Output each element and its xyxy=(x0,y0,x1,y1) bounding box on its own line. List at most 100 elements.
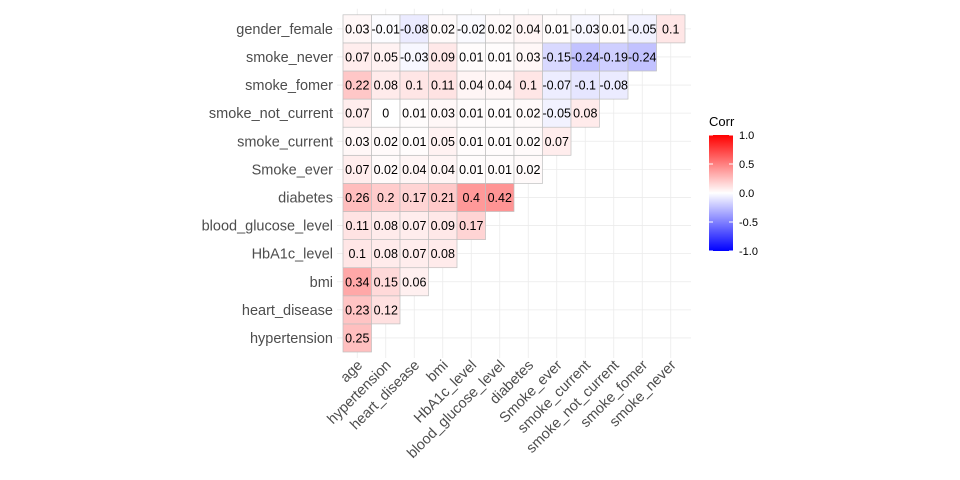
cell-value-label: 0.1 xyxy=(349,247,366,261)
heatmap-cell xyxy=(342,70,372,100)
cell-value-label: 0.4 xyxy=(463,191,480,205)
heatmap-cell xyxy=(570,42,600,72)
y-tick-label: Smoke_ever xyxy=(252,162,334,178)
heatmap-cell xyxy=(485,70,515,100)
heatmap-cell xyxy=(513,14,543,44)
cell-value-label: 0.1 xyxy=(406,79,423,93)
cell-value-label: -0.08 xyxy=(400,22,429,36)
heatmap-cell xyxy=(656,14,686,44)
heatmap-cell xyxy=(456,14,486,44)
heatmap-cell xyxy=(570,14,600,44)
cell-value-label: 0.07 xyxy=(345,50,369,64)
cell-value-label: 0.03 xyxy=(431,107,455,121)
y-tick-label: smoke_fomer xyxy=(245,78,333,94)
heatmap-cell xyxy=(399,239,429,269)
heatmap-cell xyxy=(627,42,657,72)
heatmap-cell xyxy=(456,154,486,184)
cell-value-label: 0.01 xyxy=(459,107,483,121)
heatmap-cell xyxy=(513,154,543,184)
cell-value-label: 0.01 xyxy=(488,135,512,149)
cell-value-label: 0.07 xyxy=(402,219,426,233)
heatmap-cell xyxy=(399,42,429,72)
cell-value-label: 0.08 xyxy=(431,247,455,261)
cell-value-label: -0.05 xyxy=(543,107,572,121)
cell-value-label: 0.1 xyxy=(662,22,679,36)
heatmap-cell xyxy=(456,126,486,156)
cell-value-label: 0.02 xyxy=(374,135,398,149)
heatmap-cell xyxy=(428,42,458,72)
legend-ticks: 1.0 0.5 0.0 -0.5 -1.0 xyxy=(709,130,758,258)
cell-value-labels: 0.25 0.23 0.12 0.34 0.15 0.06 0.1 0.08 0.07 0.08 0… xyxy=(345,22,679,345)
cell-value-label: 0.03 xyxy=(345,22,369,36)
heatmap-cell xyxy=(513,98,543,128)
heatmap-cell xyxy=(542,14,572,44)
heatmap-cell xyxy=(342,323,372,353)
heatmap-cell xyxy=(428,70,458,100)
heatmap-cell xyxy=(342,98,372,128)
cell-value-label: 0.08 xyxy=(573,107,597,121)
cell-value-label: -0.24 xyxy=(628,50,657,64)
cell-value-label: 0.05 xyxy=(431,135,455,149)
y-tick-label: smoke_not_current xyxy=(209,106,333,122)
heatmap-cell xyxy=(456,70,486,100)
heatmap-cell xyxy=(599,70,629,100)
cell-value-label: 0 xyxy=(382,107,389,121)
cell-value-label: 0.05 xyxy=(374,50,398,64)
cell-value-label: 0.34 xyxy=(345,275,369,289)
heatmap-cell xyxy=(485,14,515,44)
cell-value-label: 0.07 xyxy=(345,107,369,121)
heatmap-cell xyxy=(371,239,401,269)
color-legend: Corr 1.0 0.5 0.0 -0.5 -1.0 xyxy=(709,114,758,258)
cell-value-label: 0.04 xyxy=(402,163,426,177)
heatmap-cell xyxy=(570,70,600,100)
cell-value-label: -0.01 xyxy=(372,22,401,36)
legend-tick-label: -1.0 xyxy=(739,246,758,258)
cell-value-label: 0.02 xyxy=(488,22,512,36)
legend-tick-label: 0.0 xyxy=(739,188,754,200)
cell-value-label: -0.19 xyxy=(600,50,629,64)
heatmap-cell xyxy=(513,70,543,100)
heatmap-cell xyxy=(399,70,429,100)
cell-value-label: 0.02 xyxy=(516,107,540,121)
cell-value-label: 0.01 xyxy=(488,163,512,177)
legend-tick-label: 1.0 xyxy=(739,130,754,142)
cell-value-label: 0.01 xyxy=(602,22,626,36)
cell-value-label: 0.25 xyxy=(345,331,369,345)
cell-value-label: 0.08 xyxy=(374,247,398,261)
heatmap-cell xyxy=(371,42,401,72)
heatmap-cell xyxy=(371,98,401,128)
cell-value-label: 0.11 xyxy=(431,79,454,93)
cell-value-label: 0.22 xyxy=(345,79,369,93)
heatmap-cell xyxy=(456,211,486,240)
y-tick-label: heart_disease xyxy=(242,303,333,319)
cell-value-label: 0.01 xyxy=(459,163,483,177)
cell-value-label: 0.12 xyxy=(374,303,398,317)
heatmap-cell xyxy=(456,42,486,72)
cell-value-label: 0.01 xyxy=(402,135,426,149)
cell-value-label: 0.02 xyxy=(431,22,455,36)
cell-value-label: 0.04 xyxy=(459,79,483,93)
heatmap-cell xyxy=(456,98,486,128)
cell-value-label: 0.2 xyxy=(377,191,394,205)
cell-value-label: -0.03 xyxy=(571,22,600,36)
y-tick-label: hypertension xyxy=(250,331,333,347)
cell-value-label: 0.04 xyxy=(488,79,512,93)
heatmap-cell xyxy=(428,126,458,156)
heatmap-cell xyxy=(428,239,458,269)
cell-value-label: 0.26 xyxy=(345,191,369,205)
y-tick-label: gender_female xyxy=(236,22,333,38)
cell-value-label: 0.11 xyxy=(346,219,369,233)
cell-value-label: -0.02 xyxy=(457,22,486,36)
cell-value-label: 0.07 xyxy=(345,163,369,177)
cell-value-label: -0.1 xyxy=(574,79,596,93)
legend-tick-label: 0.5 xyxy=(739,159,754,171)
y-axis-tick-labels: hypertension heart_disease bmi HbA1c_level b… xyxy=(202,22,334,347)
heatmap-cell xyxy=(513,42,543,72)
cell-value-label: -0.24 xyxy=(571,50,600,64)
heatmap-cells xyxy=(342,14,686,353)
cell-value-label: 0.01 xyxy=(488,50,512,64)
cell-value-label: 0.02 xyxy=(516,135,540,149)
legend-tick-label: -0.5 xyxy=(739,217,758,229)
